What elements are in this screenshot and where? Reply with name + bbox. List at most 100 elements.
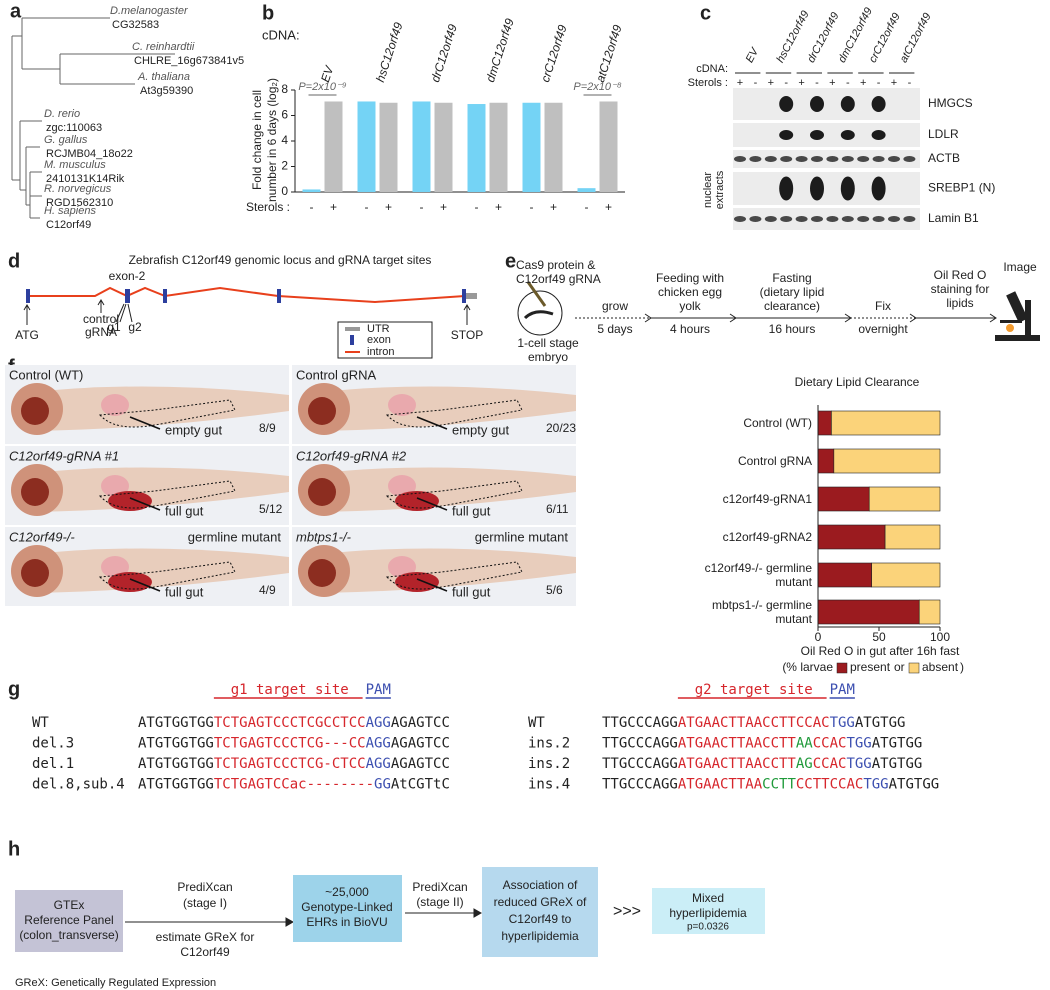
bar-segment — [817, 524, 886, 550]
gut-label: empty gut — [452, 422, 509, 437]
bar-segment — [868, 486, 941, 512]
sequence-part: ATGAACTTAACCTTCCAC — [678, 715, 830, 731]
y-category-label: c12orf49-gRNA1 — [722, 492, 812, 506]
species-name: D. rerio — [44, 108, 80, 120]
legend-joiner: or — [894, 660, 905, 674]
gut-arrow — [416, 416, 448, 430]
category-label-box: Control (WT) — [743, 416, 812, 430]
blot-band — [841, 216, 854, 222]
blot-band — [903, 156, 916, 162]
larva-body — [312, 548, 576, 593]
target-label: g2 target site — [695, 682, 813, 698]
chart-title: Dietary Lipid Clearance — [795, 375, 920, 389]
sequence-part: CCTT — [762, 777, 796, 793]
p-value: P=2x10⁻⁹ — [298, 81, 346, 93]
blot-band — [840, 176, 855, 201]
gut-arrow — [416, 578, 448, 592]
result-pvalue: p=0.0326 — [687, 922, 729, 933]
association-text: C12orf49 to — [509, 912, 572, 926]
step1-note: estimate GReX for — [156, 930, 255, 944]
sequence-part: TTGCCCAGG — [602, 736, 678, 752]
sequence: TTGCCCAGGATGAACTTAACCTTCCACTGGATGTGG — [602, 715, 905, 731]
bar-segment — [817, 562, 872, 588]
allele-label: del.3 — [32, 736, 74, 752]
sterol-sign: - — [420, 200, 424, 214]
y-category-label: Control gRNA — [737, 454, 812, 468]
blot-band — [826, 156, 839, 162]
species-name: G. gallus — [44, 134, 88, 146]
photo-count: 6/11 — [546, 502, 569, 516]
sequence-part: TGG — [846, 736, 871, 752]
sterol-sign: + — [737, 77, 743, 89]
blot-band — [810, 130, 824, 140]
larva-eye — [21, 559, 49, 587]
locus-arrows — [23, 299, 471, 325]
category-label-box: mbtps1-/- germline mutant — [711, 598, 812, 626]
photo-subtitle: germline mutant — [475, 529, 569, 544]
sequence-part: AGG — [366, 715, 391, 731]
legend-swatch — [908, 662, 920, 674]
cdna-label: cDNA: — [696, 63, 728, 75]
bar-segment — [817, 599, 920, 625]
gut-arrow — [129, 497, 161, 511]
lane-label: EV — [744, 45, 762, 65]
allele-label: WT — [32, 715, 49, 731]
sequence-part: ATGTGGTGG — [138, 736, 214, 752]
band-label: ACTB — [928, 151, 960, 165]
sterol-sign: + — [768, 77, 774, 89]
legend-exon — [350, 335, 354, 345]
bar-segment — [871, 562, 941, 588]
blot-band — [840, 130, 855, 140]
bar-segment — [831, 410, 941, 436]
g2-label: g2 — [128, 320, 142, 334]
sequence-part: TTGCCCAGG — [602, 756, 678, 772]
category-label-box: c12orf49-/- germline mutant — [704, 561, 812, 589]
legend-label: absent — [922, 660, 959, 674]
bar — [412, 101, 431, 192]
band-label: Lamin B1 — [928, 211, 979, 225]
blot-band — [857, 156, 870, 162]
species-name: A. thaliana — [137, 71, 190, 83]
blot-band — [888, 216, 900, 222]
footnote: GReX: Genetically Regulated Expression — [15, 977, 216, 989]
category-label-box: c12orf49-gRNA1 — [722, 492, 812, 506]
sequence-part: TCTGAGTCCCTCGCCTCC — [214, 715, 366, 731]
sequence: TTGCCCAGGATGAACTTAACCTTCCTTCCACTGGATGTGG — [602, 777, 939, 793]
legend-label: exon — [367, 334, 391, 346]
bar — [577, 188, 596, 192]
gtex-box — [15, 890, 123, 952]
step-label: Feeding with — [656, 271, 724, 285]
sequence-part: AGAGTCC — [391, 736, 450, 752]
legend-label: UTR — [367, 323, 390, 335]
biovu-text: ~25,000 — [325, 885, 369, 899]
utr — [465, 293, 477, 299]
step1-label: PrediXcan — [177, 880, 232, 894]
y-category-label: c12orf49-/- germline mutant — [704, 561, 812, 589]
exons — [26, 289, 466, 303]
blot-band — [903, 216, 916, 222]
x-axis-label: Sterols : — [246, 200, 290, 214]
blot-band — [871, 130, 886, 140]
larva-body — [25, 548, 289, 593]
bar — [599, 101, 618, 192]
step-duration: 4 hours — [670, 322, 710, 336]
nuclear-label: extracts — [714, 170, 726, 209]
blot-band — [734, 156, 746, 162]
staining-label: staining for — [931, 282, 990, 296]
y-category-label: mbtps1-/- germline mutant — [711, 598, 812, 626]
bar-segment — [817, 486, 870, 512]
bar — [379, 102, 398, 192]
sequence: TTGCCCAGGATGAACTTAACCTTAACCACTGGATGTGG — [602, 736, 922, 752]
photo-count: 5/6 — [546, 583, 563, 597]
x-category-label: EV — [318, 63, 337, 83]
blot-band — [795, 216, 808, 222]
bar — [357, 101, 376, 192]
sterol-sign: - — [310, 200, 314, 214]
panel-letter: e — [505, 250, 516, 272]
step2-label: (stage II) — [416, 895, 463, 909]
blot-band — [841, 156, 854, 162]
blot-band — [780, 216, 793, 222]
bar — [522, 102, 541, 192]
step-label: Fix — [875, 299, 891, 313]
sterol-sign: - — [365, 200, 369, 214]
